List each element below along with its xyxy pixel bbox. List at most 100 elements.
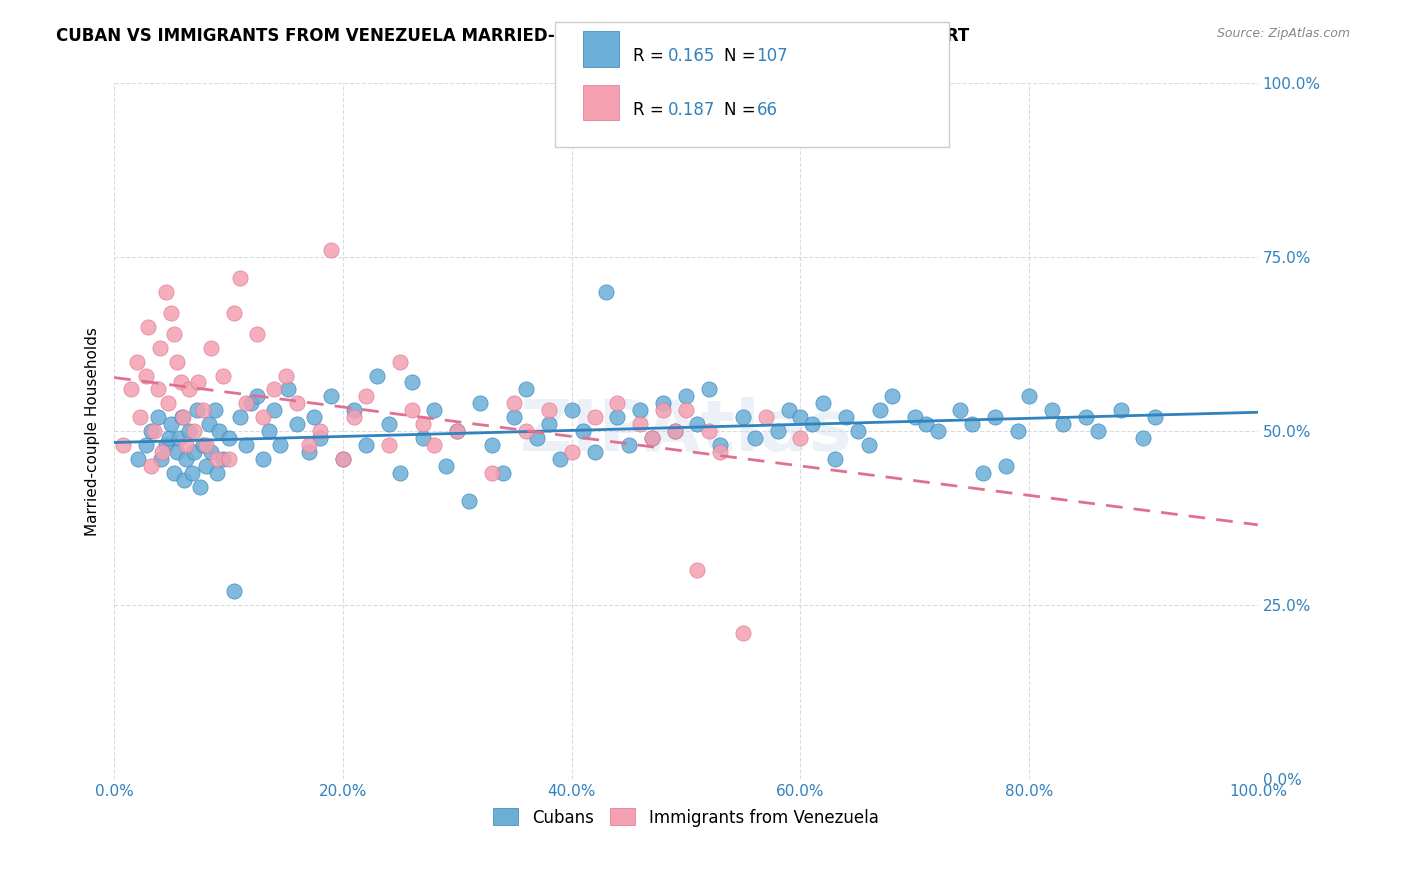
Point: [177, 383, 200, 397]
Point: [652, 403, 675, 417]
Point: [321, 389, 343, 403]
Point: [218, 431, 240, 445]
Point: [664, 424, 686, 438]
Point: [915, 417, 938, 432]
Point: [163, 466, 186, 480]
Point: [561, 445, 583, 459]
Point: [150, 452, 173, 467]
Point: [709, 438, 731, 452]
Point: [617, 438, 640, 452]
Point: [321, 244, 343, 258]
Point: [641, 431, 664, 445]
Point: [166, 445, 188, 459]
Point: [412, 417, 434, 432]
Point: [235, 438, 257, 452]
Point: [960, 417, 983, 432]
Point: [252, 410, 274, 425]
Point: [446, 424, 468, 438]
Point: [503, 410, 526, 425]
Point: [949, 403, 972, 417]
Point: [224, 306, 246, 320]
Point: [160, 417, 183, 432]
Point: [309, 431, 332, 445]
Point: [146, 410, 169, 425]
Point: [446, 424, 468, 438]
Point: [686, 563, 709, 577]
Point: [120, 383, 142, 397]
Point: [177, 424, 200, 438]
Point: [200, 445, 222, 459]
Text: CUBAN VS IMMIGRANTS FROM VENEZUELA MARRIED-COUPLE HOUSEHOLDS CORRELATION CHART: CUBAN VS IMMIGRANTS FROM VENEZUELA MARRI…: [56, 27, 970, 45]
Point: [548, 452, 571, 467]
Point: [846, 424, 869, 438]
Point: [139, 458, 162, 473]
Point: [198, 417, 221, 432]
Point: [869, 403, 891, 417]
Point: [125, 354, 148, 368]
Point: [193, 403, 215, 417]
Point: [246, 389, 269, 403]
Point: [204, 403, 226, 417]
Point: [127, 452, 149, 467]
Point: [583, 410, 606, 425]
Text: Source: ZipAtlas.com: Source: ZipAtlas.com: [1216, 27, 1350, 40]
Point: [972, 466, 994, 480]
Point: [208, 424, 231, 438]
Point: [138, 319, 160, 334]
Point: [652, 396, 675, 410]
Point: [297, 445, 319, 459]
Point: [156, 396, 179, 410]
Point: [229, 271, 252, 285]
Point: [697, 424, 720, 438]
Point: [481, 438, 503, 452]
Point: [995, 458, 1018, 473]
Point: [309, 424, 332, 438]
Point: [733, 410, 755, 425]
Point: [515, 424, 537, 438]
Point: [146, 383, 169, 397]
Point: [343, 410, 366, 425]
Point: [789, 410, 811, 425]
Point: [606, 410, 628, 425]
Point: [1040, 403, 1063, 417]
Point: [343, 403, 366, 417]
Point: [572, 424, 595, 438]
Point: [354, 389, 377, 403]
Point: [1143, 410, 1166, 425]
Point: [503, 396, 526, 410]
Text: ZIPAtlas: ZIPAtlas: [520, 397, 852, 466]
Text: 0.165: 0.165: [668, 47, 716, 65]
Point: [1087, 424, 1109, 438]
Point: [628, 403, 651, 417]
Point: [1109, 403, 1132, 417]
Point: [537, 403, 560, 417]
Point: [766, 424, 789, 438]
Point: [733, 625, 755, 640]
Point: [434, 458, 457, 473]
Point: [285, 417, 308, 432]
Point: [194, 438, 217, 452]
Point: [163, 326, 186, 341]
Point: [277, 383, 299, 397]
Point: [169, 431, 191, 445]
Point: [377, 417, 399, 432]
Point: [246, 326, 269, 341]
Point: [181, 466, 204, 480]
Point: [401, 376, 423, 390]
Point: [240, 396, 263, 410]
Point: [389, 354, 412, 368]
Point: [194, 458, 217, 473]
Point: [183, 424, 205, 438]
Point: [135, 368, 157, 383]
Point: [457, 493, 479, 508]
Point: [129, 410, 152, 425]
Point: [813, 396, 835, 410]
Point: [800, 417, 823, 432]
Text: N =: N =: [724, 47, 761, 65]
Point: [252, 452, 274, 467]
Point: [174, 438, 197, 452]
Point: [744, 431, 766, 445]
Point: [112, 438, 135, 452]
Point: [269, 438, 291, 452]
Point: [628, 417, 651, 432]
